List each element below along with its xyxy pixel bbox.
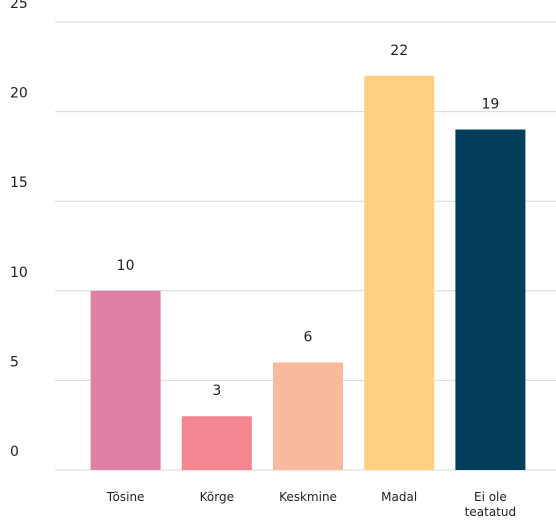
bar: [364, 75, 435, 470]
bar: [273, 362, 343, 470]
bar: [455, 129, 526, 470]
bar: [181, 416, 252, 470]
x-tick-label: Tõsine: [106, 490, 145, 504]
x-tick-label: Ei ole teatatud: [464, 490, 517, 519]
y-tick-label: 10: [10, 265, 28, 281]
value-label: 22: [390, 43, 408, 59]
y-tick-label: 25: [10, 0, 28, 12]
x-tick-label: Keskmine: [279, 490, 337, 504]
y-tick-label: 5: [10, 354, 19, 370]
value-label: 6: [304, 329, 313, 345]
y-tick-label: 15: [10, 175, 28, 191]
bar: [90, 290, 161, 470]
y-tick-label: 0: [10, 444, 19, 460]
x-tick-label: Madal: [381, 490, 418, 504]
value-label: 10: [117, 258, 135, 274]
x-tick-label: Kõrge: [199, 490, 234, 504]
value-label: 3: [212, 383, 221, 399]
value-label: 19: [481, 97, 499, 113]
y-tick-label: 20: [10, 86, 28, 102]
